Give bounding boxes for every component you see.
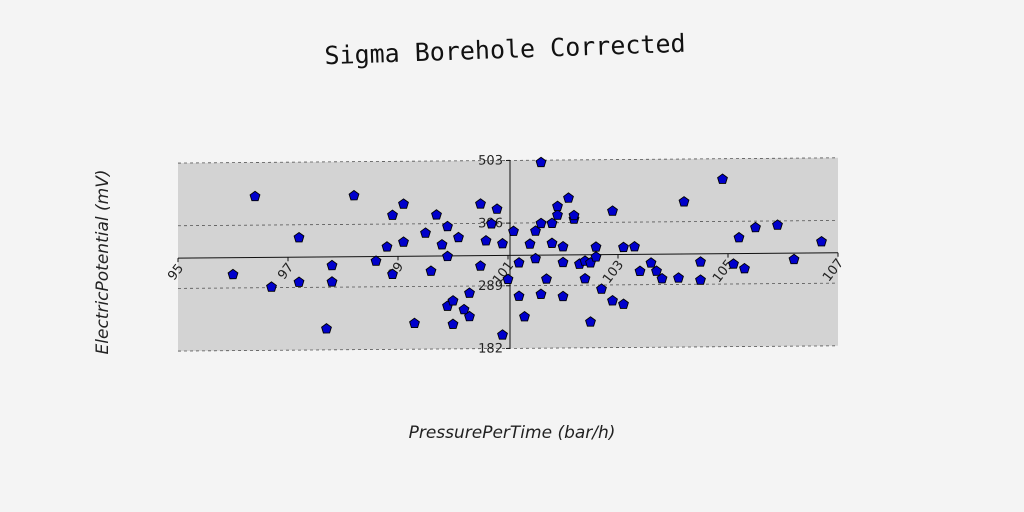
data-point xyxy=(816,235,827,247)
data-point xyxy=(502,273,514,285)
y-tick-label: 503 xyxy=(478,153,503,168)
data-point xyxy=(596,283,607,294)
data-point xyxy=(546,237,558,248)
data-point xyxy=(381,241,393,252)
data-point xyxy=(447,295,459,306)
data-point xyxy=(585,316,596,327)
data-point xyxy=(519,310,530,322)
data-point xyxy=(480,235,492,246)
data-point xyxy=(788,253,800,265)
data-point xyxy=(425,265,437,276)
data-point xyxy=(557,256,569,268)
data-point xyxy=(442,250,453,262)
data-point xyxy=(513,257,525,268)
data-point xyxy=(546,217,558,229)
data-point xyxy=(645,257,657,268)
data-point xyxy=(563,192,574,203)
data-point xyxy=(552,200,563,212)
data-point xyxy=(266,281,277,292)
data-point xyxy=(387,268,398,280)
data-point xyxy=(321,323,332,334)
data-point xyxy=(227,268,239,280)
data-point xyxy=(497,237,508,249)
data-point xyxy=(508,225,519,236)
data-point xyxy=(557,240,569,252)
data-point xyxy=(733,231,745,243)
data-point xyxy=(750,221,761,233)
data-point xyxy=(398,198,409,209)
plot-background xyxy=(178,157,838,352)
data-point xyxy=(590,251,602,262)
data-point xyxy=(458,303,470,315)
data-point xyxy=(535,217,547,229)
data-point xyxy=(629,240,640,252)
data-point xyxy=(370,255,382,266)
data-point xyxy=(634,265,646,276)
data-point xyxy=(293,276,305,287)
data-point xyxy=(728,258,739,269)
data-point xyxy=(678,196,690,207)
data-point xyxy=(464,287,475,298)
y-tick-label: 289 xyxy=(478,279,503,294)
data-point xyxy=(513,290,525,301)
data-point xyxy=(524,238,536,249)
data-point xyxy=(618,298,629,309)
data-point xyxy=(535,156,547,168)
data-point xyxy=(409,317,420,329)
x-axis-label: PressurePerTime (bar/h) xyxy=(409,423,616,443)
data-point xyxy=(326,259,338,271)
data-point xyxy=(541,273,552,284)
data-point xyxy=(447,318,459,329)
data-point xyxy=(607,294,618,306)
data-point xyxy=(673,272,684,283)
data-point xyxy=(535,288,547,299)
data-point xyxy=(739,262,750,274)
data-point xyxy=(772,219,783,230)
data-point xyxy=(579,272,591,284)
data-point xyxy=(651,265,662,276)
data-point xyxy=(436,239,448,250)
data-point xyxy=(326,276,338,287)
data-point xyxy=(607,205,618,216)
data-point xyxy=(442,220,453,232)
data-point xyxy=(398,236,409,247)
data-point xyxy=(530,252,541,264)
data-point xyxy=(557,290,569,302)
data-point xyxy=(420,227,431,238)
data-point xyxy=(249,190,261,202)
data-point xyxy=(695,256,706,267)
data-points xyxy=(227,156,827,340)
data-point xyxy=(431,209,442,220)
data-point xyxy=(453,231,464,243)
data-point xyxy=(475,198,486,209)
data-point xyxy=(552,209,563,220)
data-point xyxy=(491,203,503,214)
data-point xyxy=(530,225,541,236)
data-point xyxy=(656,272,668,284)
y-tick-label: 182 xyxy=(478,341,503,356)
data-point xyxy=(618,241,629,253)
data-point xyxy=(293,231,305,243)
data-point xyxy=(387,209,398,220)
data-point xyxy=(717,173,728,184)
chart-title: Sigma Borehole Corrected xyxy=(324,29,686,71)
data-point xyxy=(568,209,580,221)
data-point xyxy=(695,274,706,285)
data-point xyxy=(475,260,486,271)
y-axis-label: ElectricPotential (mV) xyxy=(93,170,113,355)
data-point xyxy=(497,329,508,340)
data-point xyxy=(348,189,360,201)
data-point xyxy=(464,310,475,322)
data-point xyxy=(486,218,497,229)
